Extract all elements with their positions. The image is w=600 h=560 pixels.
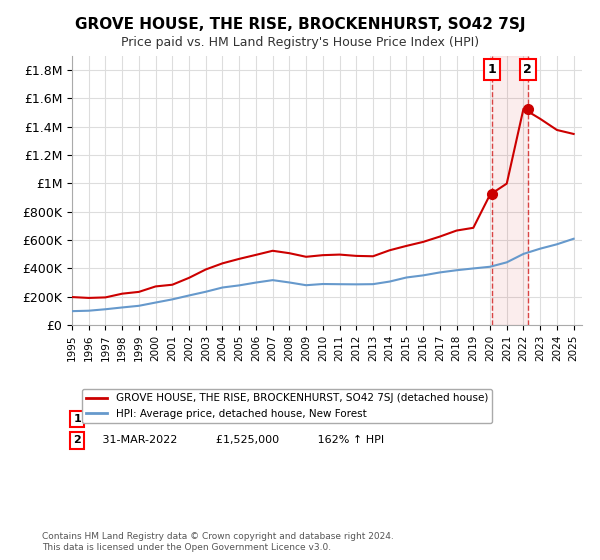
Text: Price paid vs. HM Land Registry's House Price Index (HPI): Price paid vs. HM Land Registry's House … — [121, 36, 479, 49]
Text: 17-FEB-2020           £925,000           95% ↑ HPI: 17-FEB-2020 £925,000 95% ↑ HPI — [92, 414, 364, 424]
Bar — [492, 56, 527, 325]
Text: 1: 1 — [488, 63, 496, 76]
Text: Contains HM Land Registry data © Crown copyright and database right 2024.
This d: Contains HM Land Registry data © Crown c… — [42, 532, 394, 552]
Text: 2: 2 — [523, 63, 532, 76]
Text: GROVE HOUSE, THE RISE, BROCKENHURST, SO42 7SJ: GROVE HOUSE, THE RISE, BROCKENHURST, SO4… — [75, 17, 525, 32]
Text: 31-MAR-2022           £1,525,000           162% ↑ HPI: 31-MAR-2022 £1,525,000 162% ↑ HPI — [92, 435, 385, 445]
Text: 2: 2 — [73, 435, 81, 445]
Legend: GROVE HOUSE, THE RISE, BROCKENHURST, SO42 7SJ (detached house), HPI: Average pri: GROVE HOUSE, THE RISE, BROCKENHURST, SO4… — [82, 389, 492, 423]
Text: 1: 1 — [73, 414, 81, 424]
